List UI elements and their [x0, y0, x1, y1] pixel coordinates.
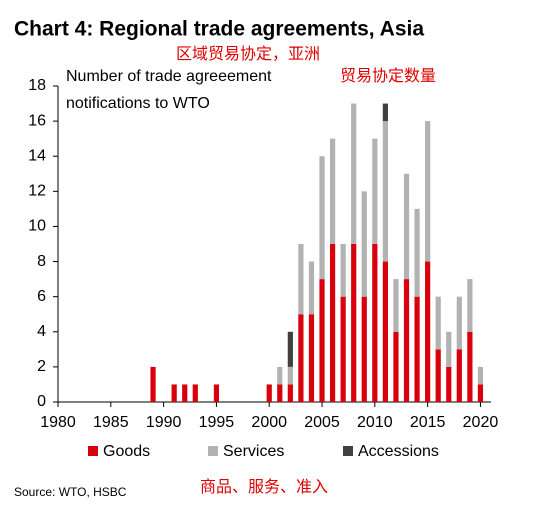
- y-tick-label: 18: [28, 77, 46, 94]
- bar: [340, 296, 346, 402]
- bar: [414, 208, 420, 297]
- bar: [456, 296, 462, 350]
- bar: [393, 279, 399, 332]
- x-tick-label: 2010: [357, 414, 393, 431]
- bar: [477, 366, 484, 385]
- bar: [329, 244, 336, 402]
- x-tick-label: 2000: [251, 414, 287, 431]
- bar: [287, 366, 293, 385]
- legend-swatch: [208, 446, 218, 456]
- x-tick-label: 1995: [199, 414, 235, 431]
- x-tick-label: 2020: [463, 414, 499, 431]
- bar: [382, 261, 388, 402]
- legend-swatch: [343, 446, 353, 456]
- bar: [467, 331, 473, 402]
- bar: [382, 121, 388, 262]
- y-tick-label: 2: [37, 358, 46, 375]
- bar: [277, 384, 283, 402]
- bar: [308, 261, 315, 315]
- bar: [182, 384, 188, 402]
- bar: [382, 103, 388, 122]
- y-tick-label: 8: [37, 253, 46, 270]
- bar: [213, 384, 220, 402]
- bar: [446, 366, 452, 402]
- bar: [298, 314, 304, 402]
- bar: [287, 384, 293, 402]
- bar: [287, 331, 293, 367]
- bar: [150, 366, 156, 402]
- x-tick-label: 2005: [304, 414, 340, 431]
- bar: [477, 384, 484, 402]
- chart-title: Chart 4: Regional trade agreements, Asia: [14, 18, 424, 41]
- bar: [319, 279, 325, 402]
- bar: [351, 103, 357, 244]
- bar: [266, 384, 272, 402]
- bar: [425, 121, 431, 262]
- bar: [277, 366, 283, 385]
- bar: [446, 331, 452, 367]
- bar: [393, 331, 399, 402]
- bar: [435, 296, 441, 350]
- bar: [171, 384, 177, 402]
- bar: [414, 296, 420, 402]
- bar: [435, 349, 441, 402]
- bar: [361, 191, 367, 297]
- x-tick-label: 1980: [40, 414, 76, 431]
- x-tick-label: 2015: [410, 414, 446, 431]
- bar: [467, 279, 473, 332]
- bar: [403, 173, 410, 280]
- bar: [361, 296, 367, 402]
- bar: [425, 261, 431, 402]
- y-tick-label: 14: [28, 147, 46, 164]
- legend-swatch: [88, 446, 98, 456]
- source: Source: WTO, HSBC: [14, 485, 127, 499]
- bar: [456, 349, 462, 402]
- y-tick-label: 6: [37, 288, 46, 305]
- bar: [372, 244, 378, 402]
- y-label-translation: 贸易协定数量: [340, 67, 436, 85]
- x-tick-label: 1990: [146, 414, 182, 431]
- legend-label: Goods: [103, 443, 150, 460]
- y-tick-label: 4: [37, 323, 46, 340]
- bar: [329, 138, 336, 244]
- bar: [319, 156, 325, 280]
- x-tick-label: 1985: [93, 414, 129, 431]
- y-tick-label: 0: [37, 393, 46, 410]
- y-tick-label: 12: [28, 183, 46, 200]
- bar: [372, 138, 378, 244]
- bar: [308, 314, 315, 402]
- bar: [192, 384, 198, 402]
- y-tick-label: 16: [28, 112, 46, 129]
- legend-label: Services: [223, 443, 284, 460]
- bar: [340, 244, 346, 297]
- bar: [403, 279, 410, 402]
- bar: [298, 244, 304, 315]
- y-label: Number of trade agreeement: [66, 68, 272, 85]
- y-tick-label: 10: [28, 218, 46, 235]
- chart-subtitle: 区域贸易协定，亚洲: [176, 45, 320, 63]
- legend-label: Accessions: [358, 443, 439, 460]
- legend-translation: 商品、服务、准入: [200, 478, 328, 496]
- y-label: notifications to WTO: [66, 95, 210, 112]
- bar: [351, 244, 357, 402]
